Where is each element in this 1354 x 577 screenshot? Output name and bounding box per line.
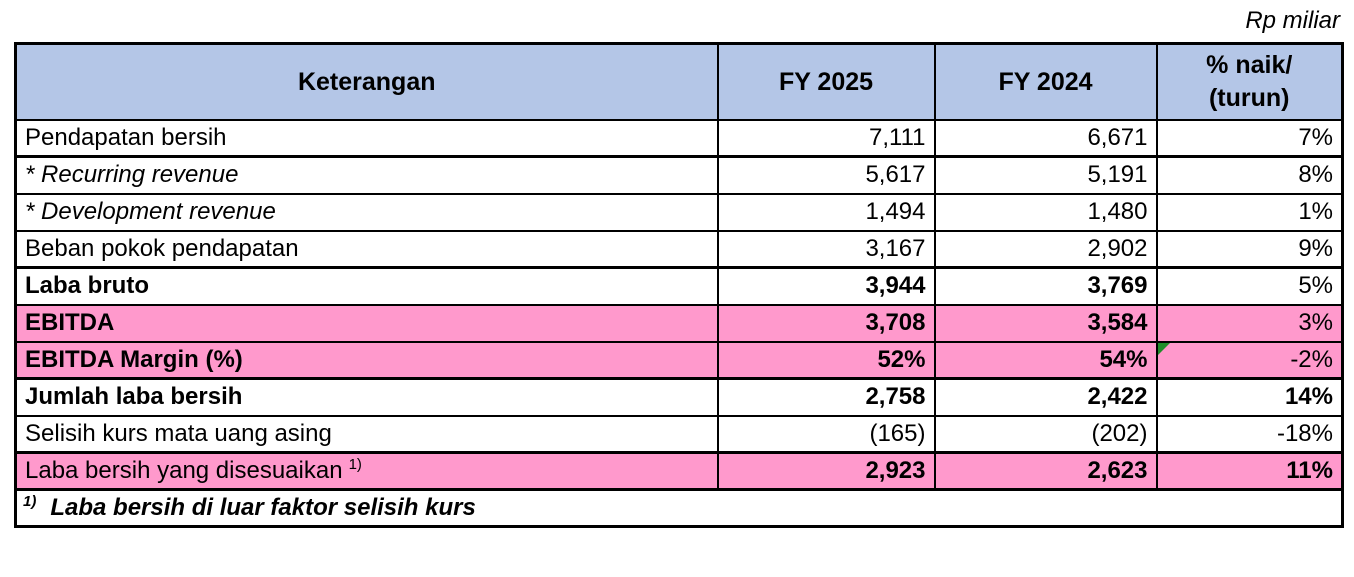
cell-pct: 3% [1155,303,1344,343]
cell-pct: -2% [1155,340,1344,380]
header-keterangan: Keterangan [14,42,719,121]
cell-pct: -18% [1155,414,1344,454]
row-label: Laba bruto [14,266,719,306]
cell-pct: 14% [1155,377,1344,417]
footnote-row: 1) Laba bersih di luar faktor selisih kur… [14,488,1344,528]
header-pct-change: % naik/ (turun) [1155,42,1344,121]
header-fy2024: FY 2024 [933,42,1158,121]
row-label: EBITDA [14,303,719,343]
cell-fy2024: 6,671 [933,118,1158,158]
row-label: EBITDA Margin (%) [14,340,719,380]
row-beban-pokok-pendapatan: Beban pokok pendapatan 3,167 2,902 9% [14,229,1344,269]
cell-fy2024: 2,623 [933,451,1158,491]
row-label: Laba bersih yang disesuaikan 1) [14,451,719,491]
row-label: Beban pokok pendapatan [14,229,719,269]
header-pct-line2: (turun) [1208,83,1290,112]
cell-fy2025: 2,923 [716,451,936,491]
row-jumlah-laba-bersih: Jumlah laba bersih 2,758 2,422 14% [14,377,1344,417]
footnote: 1) Laba bersih di luar faktor selisih kur… [14,488,1344,528]
cell-fy2024: 3,584 [933,303,1158,343]
cell-pct: 7% [1155,118,1344,158]
row-label: Jumlah laba bersih [14,377,719,417]
footnote-text: Laba bersih di luar faktor selisih kurs [50,494,476,521]
cell-error-indicator-icon [1158,343,1171,356]
row-selisih-kurs: Selisih kurs mata uang asing (165) (202)… [14,414,1344,454]
cell-fy2025: 3,167 [716,229,936,269]
row-label: Selisih kurs mata uang asing [14,414,719,454]
row-development-revenue: * Development revenue 1,494 1,480 1% [14,192,1344,232]
cell-fy2024: 54% [933,340,1158,380]
cell-pct: 8% [1155,155,1344,195]
row-ebitda: EBITDA 3,708 3,584 3% [14,303,1344,343]
cell-fy2025: 2,758 [716,377,936,417]
row-label: Pendapatan bersih [14,118,719,158]
cell-fy2025: 3,708 [716,303,936,343]
financial-summary-table: Keterangan FY 2025 FY 2024 % naik/ (turu… [14,42,1344,528]
cell-fy2025: 3,944 [716,266,936,306]
cell-pct: 1% [1155,192,1344,232]
cell-fy2025: 7,111 [716,118,936,158]
row-label-text: Laba bersih yang disesuaikan [25,457,343,484]
cell-pct-value: -2% [1290,345,1333,373]
row-label: * Recurring revenue [14,155,719,195]
row-pendapatan-bersih: Pendapatan bersih 7,111 6,671 7% [14,118,1344,158]
row-ebitda-margin: EBITDA Margin (%) 52% 54% -2% [14,340,1344,380]
header-pct-line1: % naik/ [1206,51,1293,80]
footnote-reference: 1) [348,456,362,473]
header-fy2025: FY 2025 [716,42,936,121]
table-body: Pendapatan bersih 7,111 6,671 7% * Recur… [14,118,1344,528]
row-label: * Development revenue [14,192,719,232]
row-laba-bruto: Laba bruto 3,944 3,769 5% [14,266,1344,306]
units-note: Rp miliar [1245,7,1340,34]
cell-fy2025: 52% [716,340,936,380]
cell-pct: 5% [1155,266,1344,306]
cell-fy2025: (165) [716,414,936,454]
cell-fy2024: 2,422 [933,377,1158,417]
row-laba-bersih-disesuaikan: Laba bersih yang disesuaikan 1) 2,923 2,6… [14,451,1344,491]
cell-fy2024: 3,769 [933,266,1158,306]
cell-pct: 11% [1155,451,1344,491]
cell-fy2024: 1,480 [933,192,1158,232]
header-row: Keterangan FY 2025 FY 2024 % naik/ (turu… [14,42,1344,121]
cell-fy2025: 5,617 [716,155,936,195]
cell-fy2024: (202) [933,414,1158,454]
cell-fy2024: 5,191 [933,155,1158,195]
cell-fy2024: 2,902 [933,229,1158,269]
cell-pct: 9% [1155,229,1344,269]
table-header: Keterangan FY 2025 FY 2024 % naik/ (turu… [14,42,1344,121]
cell-fy2025: 1,494 [716,192,936,232]
footnote-marker: 1) [23,493,37,510]
row-recurring-revenue: * Recurring revenue 5,617 5,191 8% [14,155,1344,195]
